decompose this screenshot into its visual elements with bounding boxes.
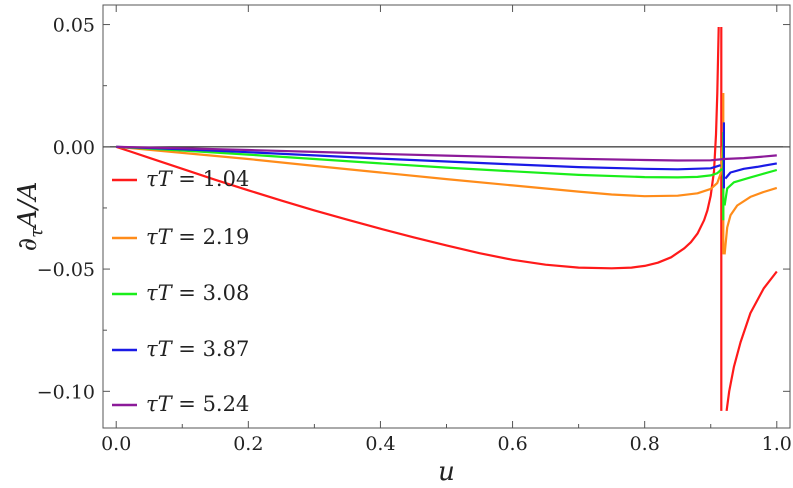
legend-item: τT = 2.19 — [112, 225, 249, 249]
series-line — [723, 168, 778, 206]
x-tick-label: 0.4 — [365, 433, 395, 455]
series-1 — [115, 26, 778, 412]
series-line — [116, 145, 724, 198]
axis-ticks: 0.0 0.2 0.4 0.6 0.8 1.0 0.05 0.00 −0.05 −0.10 — [37, 5, 792, 455]
x-tick-label: 0.8 — [630, 433, 660, 455]
x-axis-label: u — [438, 457, 455, 487]
plot-border — [102, 4, 791, 429]
legend-label: τT = 5.24 — [146, 392, 249, 416]
y-tick-label: 0.00 — [53, 137, 95, 159]
legend: τT = 1.04 τT = 2.19 τT = 3.08 τT = 3.87 τT =… — [112, 167, 249, 416]
y-tick-label: −0.10 — [37, 381, 95, 403]
x-tick-label: 0.2 — [233, 433, 263, 455]
plot-frame — [102, 4, 791, 429]
series-line — [724, 162, 777, 180]
legend-label: τT = 1.04 — [146, 167, 249, 191]
legend-item: τT = 1.04 — [112, 167, 249, 191]
series-line — [116, 145, 723, 179]
y-tick-label: −0.05 — [37, 259, 95, 281]
series-line — [723, 186, 778, 255]
x-tick-label: 0.0 — [101, 433, 131, 455]
legend-label: τT = 2.19 — [146, 225, 249, 249]
series-layer — [115, 26, 778, 412]
legend-item: τT = 5.24 — [112, 392, 249, 416]
x-tick-label: 0.6 — [497, 433, 527, 455]
legend-item: τT = 3.08 — [112, 281, 249, 305]
y-axis-label: ∂τA/A — [13, 182, 47, 252]
series-line — [116, 145, 721, 171]
legend-label: τT = 3.08 — [146, 281, 249, 305]
series-5 — [116, 145, 777, 162]
y-tick-label: 0.05 — [53, 15, 95, 37]
series-4 — [116, 122, 777, 189]
series-line — [725, 270, 778, 412]
series-line — [116, 145, 777, 162]
x-tick-label: 1.0 — [762, 433, 792, 455]
legend-label: τT = 3.87 — [146, 337, 249, 361]
series-line — [115, 26, 720, 270]
legend-item: τT = 3.87 — [112, 337, 249, 361]
